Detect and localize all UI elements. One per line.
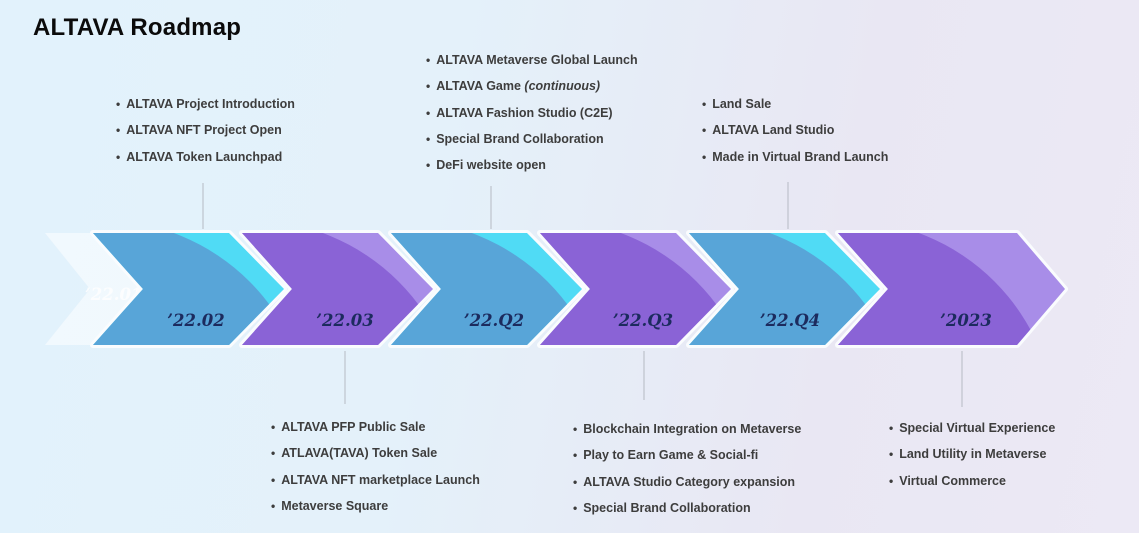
phase-label: ’22.Q2	[464, 311, 524, 330]
event-item: • Virtual Commerce	[889, 473, 1055, 488]
event-item: • Play to Earn Game & Social-fi	[573, 449, 801, 462]
event-item-label: ALTAVA Land Studio	[712, 123, 835, 138]
event-item: • ALTAVA Land Studio	[702, 124, 888, 137]
event-item-label: ALTAVA Studio Category expansion	[583, 474, 796, 489]
bullet-icon: •	[702, 123, 707, 138]
event-item-label: Metaverse Square	[281, 498, 389, 513]
bullet-icon: •	[573, 474, 578, 489]
chevron-2023: ’2023	[835, 230, 1068, 348]
event-item-label: Blockchain Integration on Metaverse	[583, 422, 802, 436]
event-item-label: Special Virtual Experience	[899, 421, 1056, 435]
event-item: • DeFi website open	[426, 159, 638, 172]
phase-label-ghost: ’22.01	[85, 285, 142, 304]
event-item: • ALTAVA Fashion Studio (C2E)	[426, 105, 638, 120]
chevron-22-02: ’22.02	[90, 230, 287, 348]
bullet-icon: •	[889, 421, 894, 435]
event-item: • Land Sale	[702, 98, 888, 111]
event-item: • Land Utility in Metaverse	[889, 448, 1055, 461]
bullet-icon: •	[271, 420, 276, 434]
event-item: • Special Brand Collaboration	[573, 500, 801, 515]
event-item: • Special Brand Collaboration	[426, 131, 638, 146]
bullet-icon: •	[573, 500, 578, 515]
bullet-icon: •	[426, 53, 431, 67]
event-list-top-22-q2: • ALTAVA Metaverse Global Launch • ALTAVA G…	[426, 54, 638, 185]
event-item-label: DeFi website open	[436, 158, 546, 173]
bullet-icon: •	[889, 447, 894, 462]
event-item: • ALTAVA Studio Category expansion	[573, 474, 801, 489]
event-item-label: ALTAVA Project Introduction	[126, 97, 295, 111]
bullet-icon: •	[271, 472, 276, 487]
event-item-label: Play to Earn Game & Social-fi	[583, 448, 759, 463]
chevron-ghost-22-01: ’22.01	[45, 233, 148, 345]
event-item: • Made in Virtual Brand Launch	[702, 149, 889, 164]
phase-label: ’2023	[940, 311, 992, 330]
phase-label: ’22.Q4	[760, 311, 820, 330]
bullet-icon: •	[426, 158, 431, 173]
event-item: • Special Virtual Experience	[889, 422, 1055, 435]
event-item: • ATLAVA(TAVA) Token Sale	[271, 447, 480, 460]
page-title: ALTAVA Roadmap	[33, 14, 242, 41]
event-item-label: ATLAVA(TAVA) Token Sale	[281, 446, 438, 461]
event-item-label: ALTAVA Fashion Studio (C2E)	[436, 105, 613, 120]
event-item-label: ALTAVA PFP Public Sale	[281, 420, 426, 434]
bullet-icon: •	[426, 131, 431, 146]
bullet-icon: •	[573, 448, 578, 463]
event-list-bottom-2023: • Special Virtual Experience • Land Utility…	[889, 422, 1055, 501]
event-item-label: ALTAVA NFT Project Open	[126, 123, 282, 138]
phase-label: ’22.03	[316, 311, 373, 330]
event-item-label: Made in Virtual Brand Launch	[712, 149, 889, 164]
event-item-label: Special Brand Collaboration	[436, 131, 604, 146]
event-list-bottom-22-q3: • Blockchain Integration on Metaverse • Pla…	[573, 423, 801, 528]
bullet-icon: •	[573, 422, 578, 436]
event-item: • ALTAVA NFT marketplace Launch	[271, 472, 480, 487]
event-item-label: Land Sale	[712, 97, 772, 111]
event-item: • ALTAVA Project Introduction	[116, 98, 295, 111]
bullet-icon: •	[702, 149, 707, 164]
event-item: • ALTAVA Game (continuous)	[426, 80, 638, 93]
chevron-22-03: ’22.03	[239, 230, 436, 348]
event-item: • Metaverse Square	[271, 498, 480, 513]
bullet-icon: •	[426, 79, 431, 94]
event-item-label: ALTAVA Game (continuous)	[436, 79, 601, 94]
event-item-label: Virtual Commerce	[899, 473, 1006, 488]
event-item: • ALTAVA NFT Project Open	[116, 124, 295, 137]
bullet-icon: •	[116, 97, 121, 111]
event-item: • ALTAVA Token Launchpad	[116, 149, 295, 164]
phase-label: ’22.Q3	[613, 311, 673, 330]
bullet-icon: •	[889, 473, 894, 488]
event-item: • ALTAVA Metaverse Global Launch	[426, 54, 638, 67]
event-item-label: Special Brand Collaboration	[583, 500, 751, 515]
phase-label: ’22.02	[167, 311, 224, 330]
event-item-label: Land Utility in Metaverse	[899, 447, 1047, 462]
bullet-icon: •	[116, 123, 121, 138]
event-list-top-22-02: • ALTAVA Project Introduction • ALTAVA NFT …	[116, 98, 295, 177]
event-item: • Blockchain Integration on Metaverse	[573, 423, 801, 436]
event-item-label: ALTAVA Metaverse Global Launch	[436, 53, 638, 67]
bullet-icon: •	[271, 446, 276, 461]
bullet-icon: •	[271, 498, 276, 513]
event-item: • ALTAVA PFP Public Sale	[271, 421, 480, 434]
event-item-label: ALTAVA Token Launchpad	[126, 149, 283, 164]
event-item-label: ALTAVA NFT marketplace Launch	[281, 472, 480, 487]
chevron-22-q4: ’22.Q4	[686, 230, 883, 348]
event-list-bottom-22-03: • ALTAVA PFP Public Sale • ATLAVA(TAVA) Tok…	[271, 421, 480, 526]
bullet-icon: •	[702, 97, 707, 111]
bullet-icon: •	[426, 105, 431, 120]
event-list-top-22-q4: • Land Sale • ALTAVA Land Studio • Made in Vi…	[702, 98, 888, 177]
bullet-icon: •	[116, 149, 121, 164]
chevron-22-q2: ’22.Q2	[388, 230, 585, 348]
chevron-22-q3: ’22.Q3	[537, 230, 734, 348]
